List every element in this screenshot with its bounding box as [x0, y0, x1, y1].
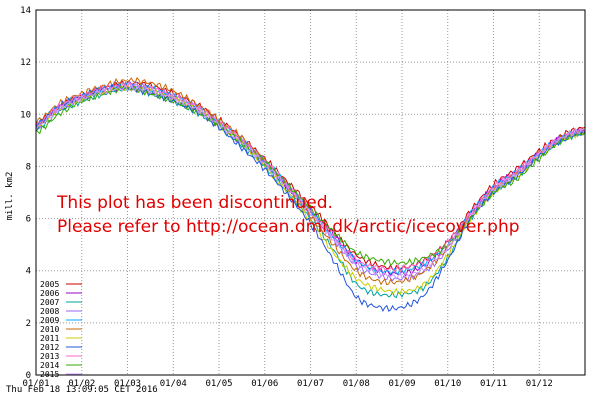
legend-label-2007: 2007 [40, 298, 59, 307]
y-axis-label: mill. km2 [5, 172, 15, 221]
x-tick-labels: 01/01 01/02 01/03 01/04 01/05 01/06 01/07 01/08… [22, 379, 552, 389]
legend-label-2006: 2006 [40, 289, 59, 298]
legend-label-2010: 2010 [40, 325, 59, 334]
legend-label-2011: 2011 [40, 334, 59, 343]
legend-label-2014: 2014 [40, 361, 59, 370]
y-tick-label: 12 [20, 58, 31, 68]
y-tick-label: 4 [26, 267, 31, 277]
y-tick-labels: 0 2 4 6 8 10 12 14 [20, 6, 31, 381]
grid-layer [36, 10, 585, 375]
legend-label-2015: 2015 [40, 370, 59, 379]
series-line-2013 [35, 81, 586, 273]
series-line-2011 [35, 83, 586, 295]
x-tick-label: 01/07 [297, 379, 324, 389]
y-tick-label: 10 [20, 110, 31, 120]
series-line-2015 [35, 83, 586, 280]
legend-label-2009: 2009 [40, 316, 59, 325]
x-tick-label: 01/02 [68, 379, 95, 389]
legend-label-2012: 2012 [40, 343, 59, 352]
legend-label-2013: 2013 [40, 352, 59, 361]
discontinued-notice-line2: Please refer to http://ocean.dmi.dk/arct… [57, 217, 520, 237]
x-tick-label: 01/04 [160, 379, 187, 389]
x-tick-label: 01/01 [22, 379, 49, 389]
plot-frame [35, 9, 586, 376]
series-line-2012 [35, 83, 586, 312]
x-tick-label: 01/08 [343, 379, 370, 389]
x-tick-label: 01/10 [434, 379, 461, 389]
y-tick-label: 8 [26, 162, 31, 172]
legend-label-2008: 2008 [40, 307, 59, 316]
legend-label-2005: 2005 [40, 280, 59, 289]
x-tick-label: 01/09 [388, 379, 415, 389]
discontinued-notice-line1: This plot has been discontinued. [56, 193, 333, 213]
x-tick-label: 01/03 [114, 379, 141, 389]
x-tick-label: 01/06 [251, 379, 278, 389]
x-tick-label: 01/12 [526, 379, 553, 389]
x-tick-label: 01/05 [205, 379, 232, 389]
timestamp: Thu Feb 18 13:09:05 CET 2016 [6, 385, 158, 395]
y-tick-label: 2 [26, 319, 31, 329]
y-tick-label: 6 [26, 215, 31, 225]
series-layer [35, 76, 586, 312]
y-tick-label: 14 [20, 6, 31, 16]
x-tick-label: 01/11 [480, 379, 507, 389]
y-tick-label: 0 [26, 371, 31, 381]
legend: 2005200620072008200920102011201220132014… [40, 280, 82, 379]
